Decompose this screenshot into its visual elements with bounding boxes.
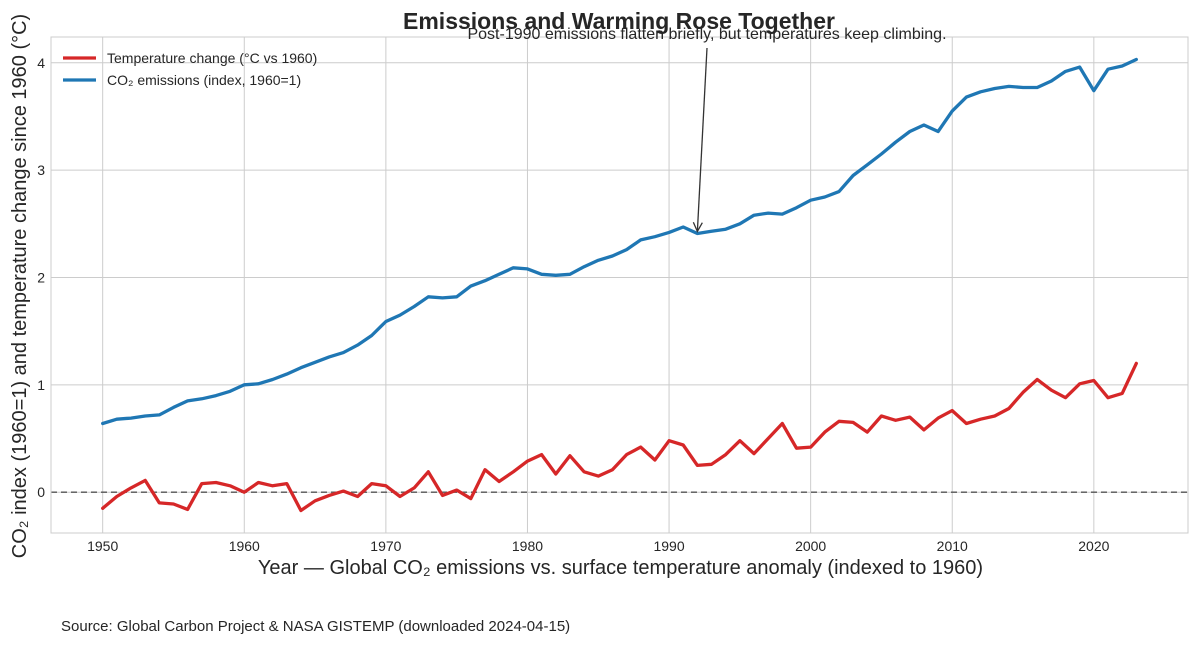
grid [51, 37, 1188, 533]
series-layer [101, 57, 1138, 513]
legend: Temperature change (°C vs 1960) CO₂ emiss… [63, 50, 317, 88]
y-tick-label: 0 [37, 484, 45, 500]
legend-label: Temperature change (°C vs 1960) [107, 50, 317, 66]
x-tick-label: 1970 [370, 538, 401, 554]
y-tick-label: 4 [37, 55, 45, 71]
annotation-arrow [696, 47, 708, 232]
x-tick-label: 1950 [87, 538, 118, 554]
chart-title: Emissions and Warming Rose Together [403, 8, 835, 34]
annotation-arrowhead [692, 221, 703, 233]
x-tick-label: 2020 [1078, 538, 1109, 554]
temperature-series-line [101, 361, 1138, 513]
y-ticks: 0 1 2 3 4 [37, 55, 45, 500]
x-tick-label: 2000 [795, 538, 826, 554]
x-tick-label: 1990 [653, 538, 684, 554]
legend-label: CO₂ emissions (index, 1960=1) [107, 72, 301, 88]
annotation: Post-1990 emissions flatten briefly, but… [467, 26, 947, 233]
plot-frame [50, 36, 1189, 534]
y-tick-label: 2 [37, 269, 45, 285]
annotation-text: Post-1990 emissions flatten briefly, but… [467, 26, 946, 43]
x-tick-label: 2010 [937, 538, 968, 554]
co2-series-line [101, 57, 1138, 426]
x-axis-label: Year — Global CO₂ emissions vs. surface … [258, 557, 983, 579]
y-tick-label: 1 [37, 377, 45, 393]
source-note: Source: Global Carbon Project & NASA GIS… [61, 618, 571, 635]
x-tick-label: 1980 [512, 538, 543, 554]
y-tick-label: 3 [37, 162, 45, 178]
y-axis-label: CO₂ index (1960=1) and temperature chang… [9, 14, 31, 558]
x-tick-label: 1960 [229, 538, 260, 554]
x-ticks: 1950 1960 1970 1980 1990 2000 2010 2020 [87, 538, 1110, 554]
